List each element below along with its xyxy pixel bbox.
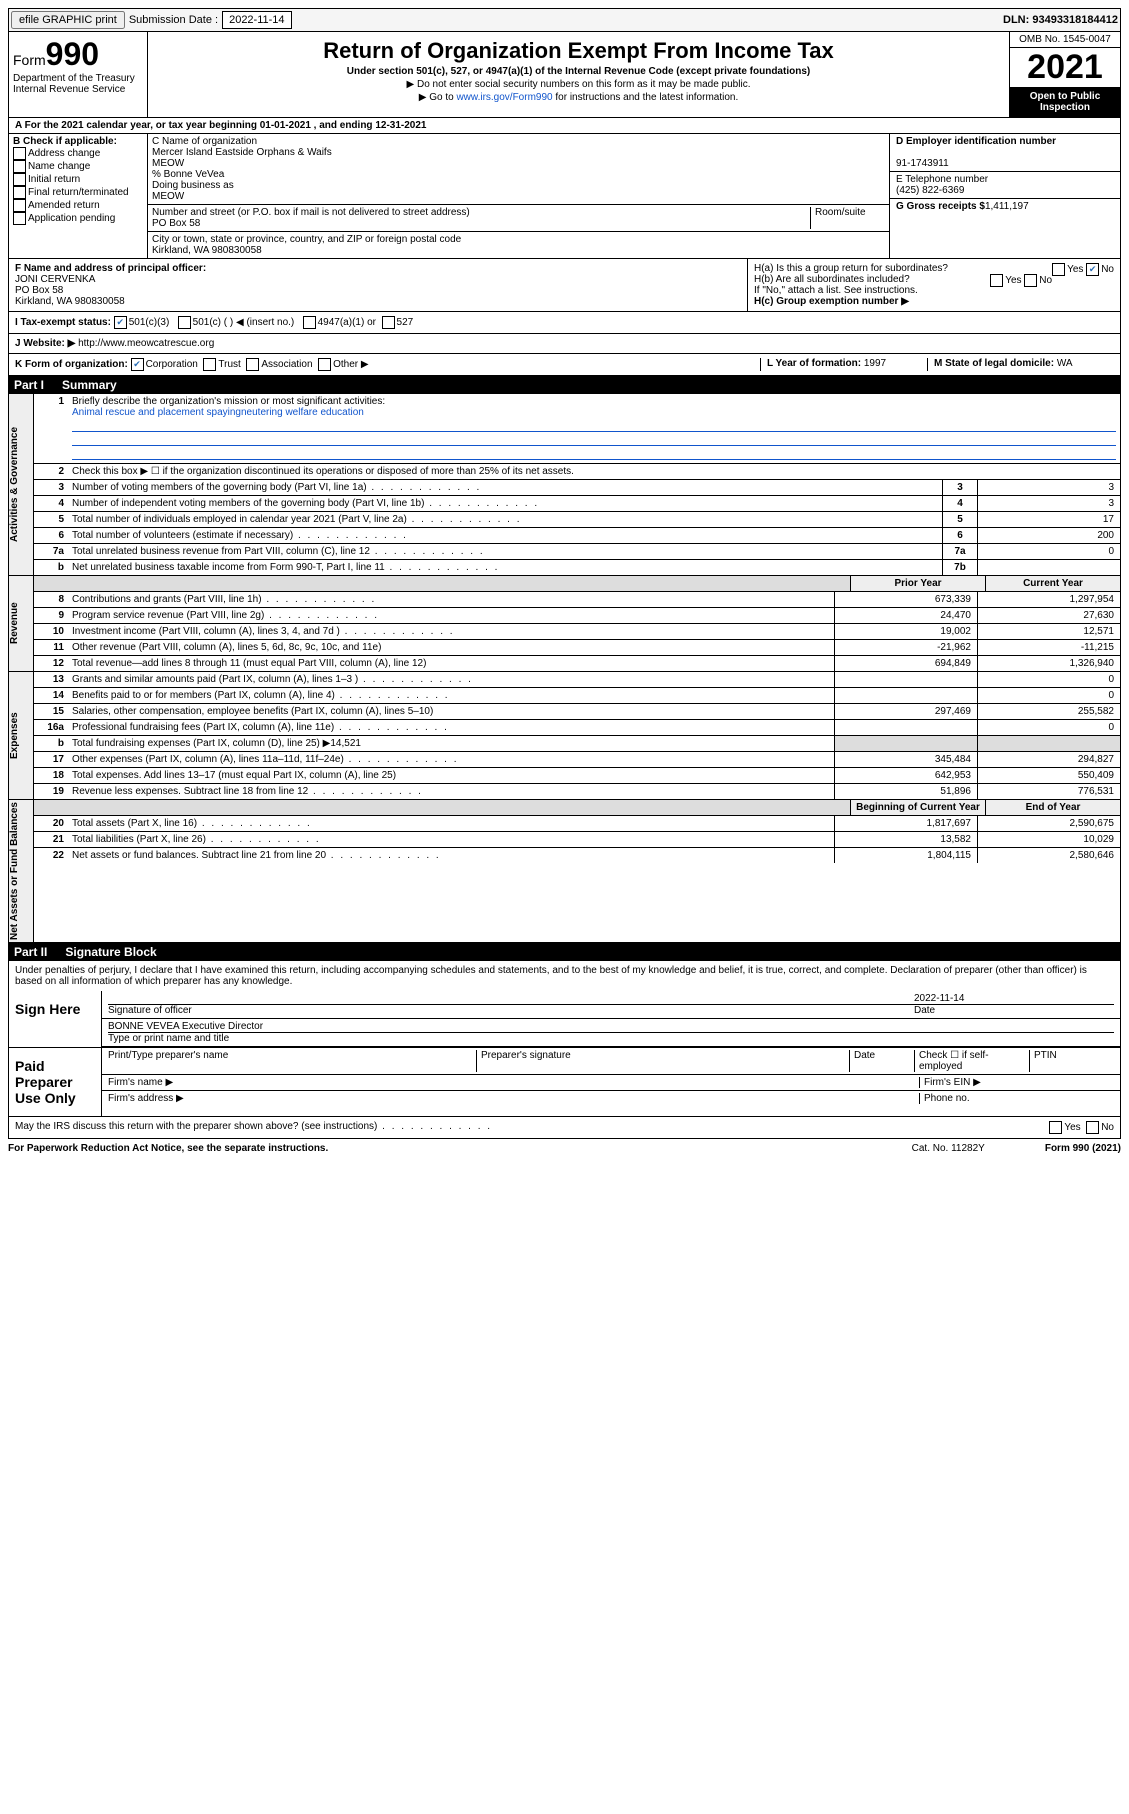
ein: 91-1743911 [896,158,1114,169]
gross-receipts: 1,411,197 [985,201,1029,212]
submission-date: 2022-11-14 [222,11,291,29]
form-header: Form990 Department of the Treasury Inter… [8,32,1121,118]
form-number: 990 [46,36,99,72]
org-name: Mercer Island Eastside Orphans & Waifs [152,147,885,158]
submission-label: Submission Date : [129,14,218,26]
row-f-h: F Name and address of principal officer:… [8,259,1121,312]
omb-number: OMB No. 1545-0047 [1010,32,1120,48]
irs-label: Internal Revenue Service [13,84,143,95]
row-j-website: J Website: ▶ http://www.meowcatrescue.or… [8,334,1121,354]
row-a-tax-year: A For the 2021 calendar year, or tax yea… [8,118,1121,134]
form-title: Return of Organization Exempt From Incom… [158,38,999,64]
website-url: http://www.meowcatrescue.org [78,338,214,349]
col-d-ein: D Employer identification number 91-1743… [890,134,1120,258]
top-bar: efile GRAPHIC print Submission Date : 20… [8,8,1121,32]
row-i-tax-status: I Tax-exempt status: 501(c)(3) 501(c) ( … [8,312,1121,334]
ssn-note: ▶ Do not enter social security numbers o… [158,79,999,90]
revenue-section: Revenue Prior YearCurrent Year 8Contribu… [8,576,1121,672]
page-footer: For Paperwork Reduction Act Notice, see … [8,1139,1121,1154]
org-city: Kirkland, WA 980830058 [152,245,885,256]
officer-signature-name: BONNE VEVEA Executive Director [108,1021,263,1032]
signature-block: Under penalties of perjury, I declare th… [8,961,1121,1139]
efile-button[interactable]: efile GRAPHIC print [11,11,125,29]
form-subtitle: Under section 501(c), 527, or 4947(a)(1)… [158,66,999,77]
col-b-checkboxes: B Check if applicable: Address change Na… [9,134,148,258]
officer-name: JONI CERVENKA [15,274,741,285]
activities-governance: Activities & Governance 1 Briefly descri… [8,394,1121,576]
goto-note: ▶ Go to www.irs.gov/Form990 for instruct… [158,92,999,103]
tax-year: 2021 [1010,48,1120,87]
part-i-header: Part I Summary [8,376,1121,394]
form-word: Form [13,52,46,68]
net-assets-section: Net Assets or Fund Balances Beginning of… [8,800,1121,943]
org-address: PO Box 58 [152,218,810,229]
dept-treasury: Department of the Treasury [13,73,143,84]
sign-here-label: Sign Here [9,991,102,1047]
irs-link[interactable]: www.irs.gov/Form990 [456,92,552,103]
section-b-through-g: B Check if applicable: Address change Na… [8,134,1121,259]
part-ii-header: Part II Signature Block [8,943,1121,961]
phone: (425) 822-6369 [896,185,1114,196]
paid-preparer-label: Paid Preparer Use Only [9,1048,102,1116]
perjury-declaration: Under penalties of perjury, I declare th… [9,961,1120,991]
dln: DLN: 93493318184412 [1003,14,1118,26]
open-public: Open to Public Inspection [1010,87,1120,117]
mission-text: Animal rescue and placement spayingneute… [72,407,364,418]
expenses-section: Expenses 13Grants and similar amounts pa… [8,672,1121,800]
col-c-org-info: C Name of organization Mercer Island Eas… [148,134,890,258]
row-k-l-m: K Form of organization: Corporation Trus… [8,354,1121,376]
